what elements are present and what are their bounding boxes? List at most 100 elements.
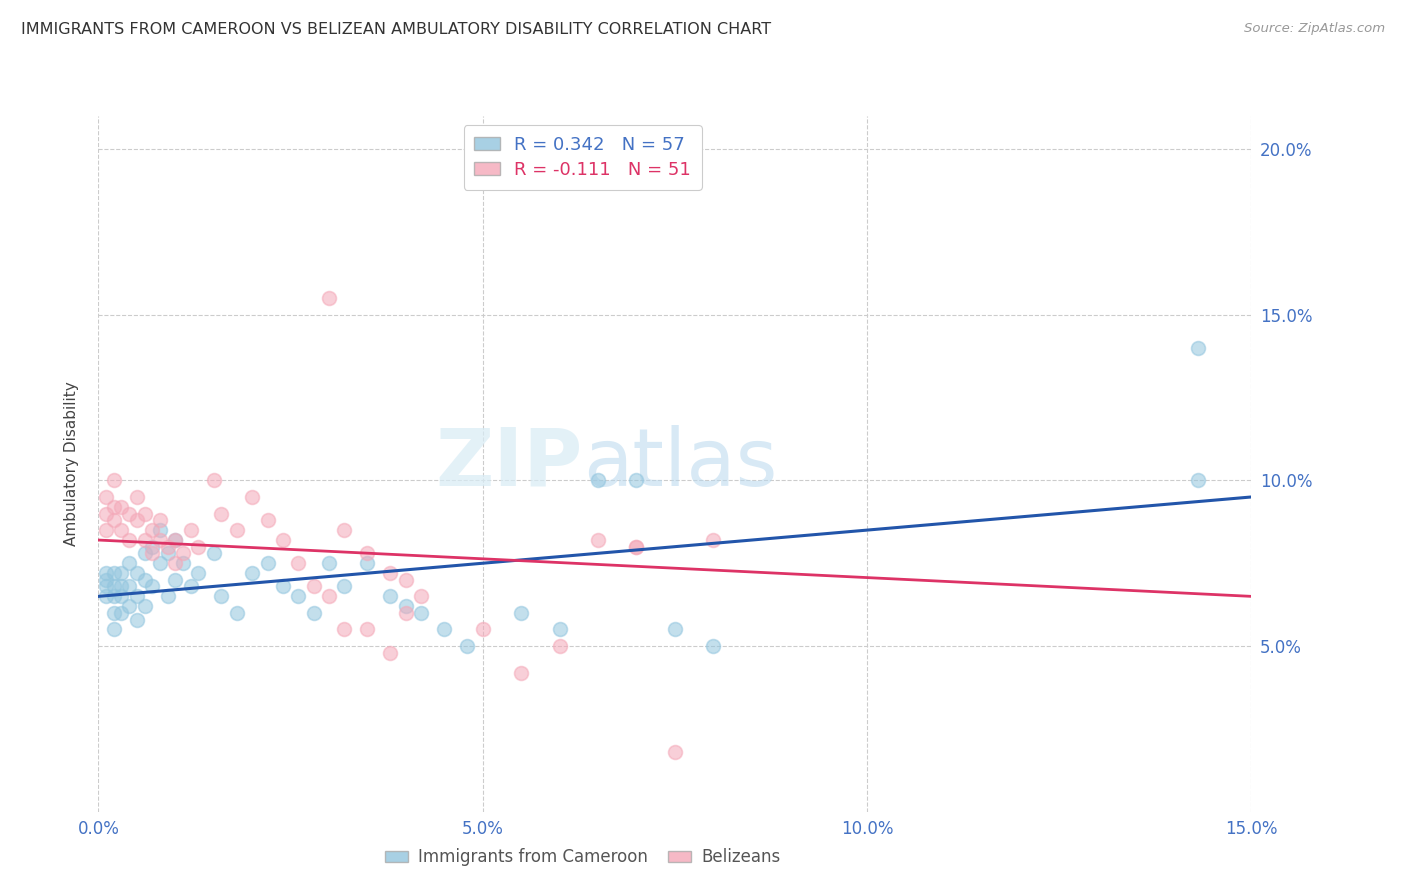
Text: IMMIGRANTS FROM CAMEROON VS BELIZEAN AMBULATORY DISABILITY CORRELATION CHART: IMMIGRANTS FROM CAMEROON VS BELIZEAN AMB…: [21, 22, 772, 37]
Point: [318, 556, 340, 570]
Point: [333, 623, 356, 637]
Legend: Immigrants from Cameroon, Belizeans: Immigrants from Cameroon, Belizeans: [378, 842, 787, 873]
Point: [110, 590, 132, 604]
Point: [134, 546, 156, 560]
Point: [240, 566, 263, 581]
Point: [510, 665, 533, 680]
Point: [103, 500, 125, 514]
Point: [165, 533, 187, 547]
Point: [586, 533, 609, 547]
Point: [110, 566, 132, 581]
Point: [149, 556, 172, 570]
Point: [134, 573, 156, 587]
Point: [134, 599, 156, 614]
Point: [202, 546, 225, 560]
Point: [209, 507, 232, 521]
Point: [225, 523, 247, 537]
Point: [103, 606, 125, 620]
Point: [141, 579, 163, 593]
Point: [240, 490, 263, 504]
Point: [287, 556, 309, 570]
Point: [141, 546, 163, 560]
Point: [118, 556, 141, 570]
Point: [510, 606, 533, 620]
Point: [302, 579, 325, 593]
Point: [110, 500, 132, 514]
Point: [626, 474, 648, 488]
Point: [1187, 341, 1209, 355]
Point: [149, 523, 172, 537]
Point: [94, 579, 117, 593]
Point: [380, 566, 402, 581]
Point: [202, 474, 225, 488]
Point: [626, 540, 648, 554]
Point: [118, 599, 141, 614]
Point: [103, 623, 125, 637]
Point: [94, 590, 117, 604]
Point: [125, 513, 148, 527]
Point: [165, 573, 187, 587]
Point: [356, 546, 378, 560]
Point: [172, 546, 194, 560]
Point: [180, 579, 202, 593]
Point: [395, 599, 418, 614]
Point: [103, 474, 125, 488]
Point: [149, 533, 172, 547]
Point: [356, 623, 378, 637]
Point: [118, 507, 141, 521]
Point: [318, 291, 340, 305]
Point: [380, 590, 402, 604]
Point: [141, 540, 163, 554]
Point: [287, 590, 309, 604]
Point: [664, 623, 686, 637]
Point: [548, 639, 571, 653]
Point: [702, 639, 724, 653]
Point: [125, 490, 148, 504]
Point: [256, 513, 278, 527]
Point: [209, 590, 232, 604]
Point: [302, 606, 325, 620]
Point: [456, 639, 478, 653]
Point: [156, 540, 179, 554]
Point: [156, 546, 179, 560]
Point: [433, 623, 456, 637]
Point: [471, 623, 494, 637]
Point: [256, 556, 278, 570]
Point: [156, 590, 179, 604]
Point: [134, 507, 156, 521]
Text: ZIP: ZIP: [436, 425, 582, 503]
Point: [94, 523, 117, 537]
Point: [548, 623, 571, 637]
Point: [94, 507, 117, 521]
Point: [187, 540, 209, 554]
Point: [271, 579, 294, 593]
Point: [94, 566, 117, 581]
Point: [225, 606, 247, 620]
Point: [110, 523, 132, 537]
Point: [411, 590, 433, 604]
Point: [395, 606, 418, 620]
Point: [165, 556, 187, 570]
Point: [411, 606, 433, 620]
Point: [333, 579, 356, 593]
Point: [395, 573, 418, 587]
Point: [110, 606, 132, 620]
Point: [118, 533, 141, 547]
Point: [187, 566, 209, 581]
Point: [318, 590, 340, 604]
Point: [103, 579, 125, 593]
Point: [356, 556, 378, 570]
Point: [180, 523, 202, 537]
Point: [118, 579, 141, 593]
Point: [702, 533, 724, 547]
Point: [664, 745, 686, 759]
Point: [333, 523, 356, 537]
Point: [586, 474, 609, 488]
Point: [1187, 474, 1209, 488]
Point: [172, 556, 194, 570]
Text: Source: ZipAtlas.com: Source: ZipAtlas.com: [1244, 22, 1385, 36]
Point: [380, 646, 402, 660]
Y-axis label: Ambulatory Disability: Ambulatory Disability: [65, 382, 79, 546]
Point: [271, 533, 294, 547]
Point: [110, 579, 132, 593]
